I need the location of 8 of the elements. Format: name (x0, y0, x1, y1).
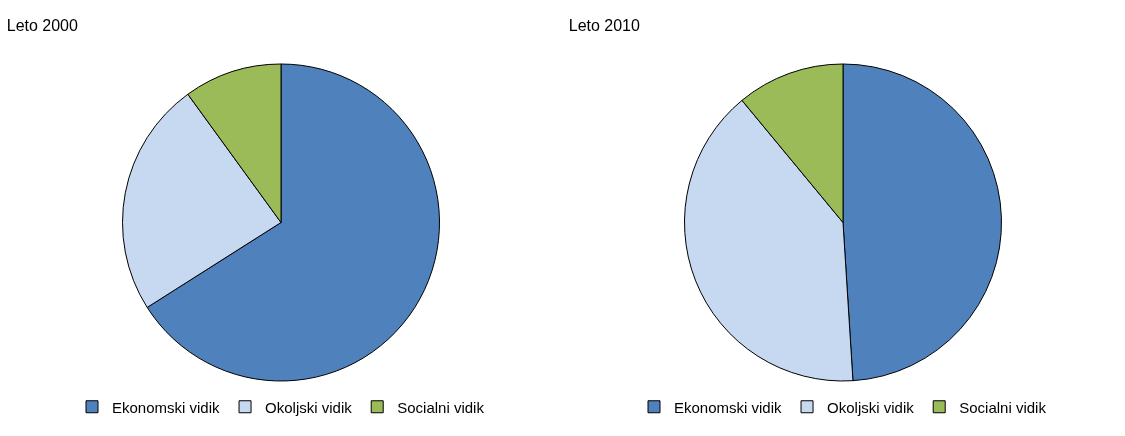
chart-title: Leto 2000 (6, 16, 79, 34)
legend-label: Ekonomski vidik (674, 398, 783, 416)
chart-title: Leto 2010 (568, 16, 641, 34)
legend-label: Okoljski vidik (265, 398, 353, 416)
legend-label: Okoljski vidik (827, 398, 915, 416)
legend-label: Socialni vidik (397, 398, 485, 416)
legend-label: Ekonomski vidik (112, 398, 221, 416)
legend-label: Socialni vidik (959, 398, 1047, 416)
